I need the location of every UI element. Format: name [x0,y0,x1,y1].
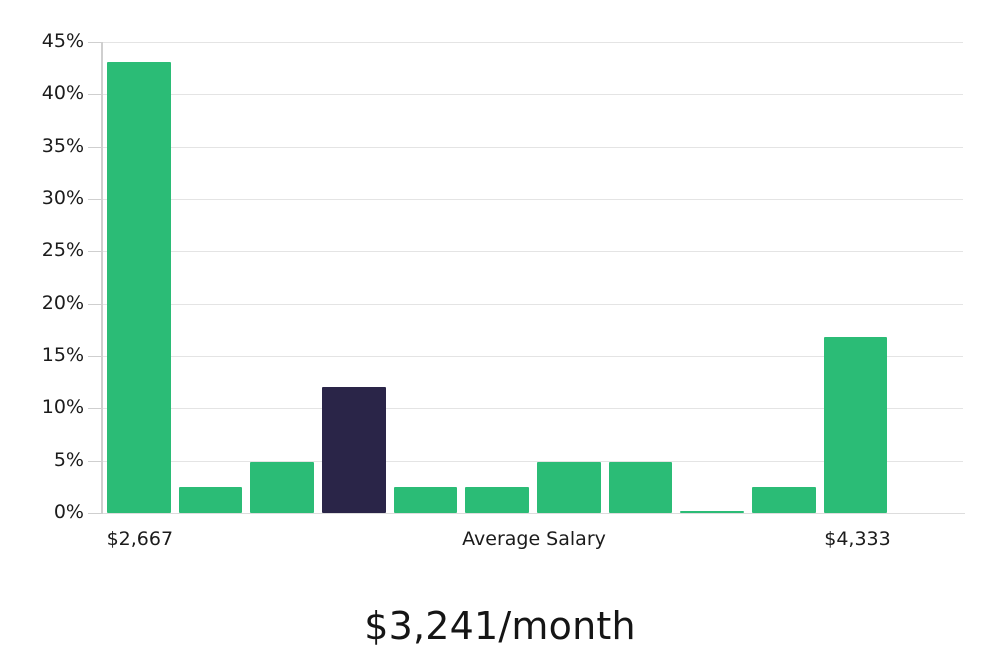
bar[interactable] [178,487,243,513]
y-axis-tick [88,303,101,305]
y-axis-tick-label: 10% [41,396,84,419]
y-axis-tick-label-wrap: 0% [0,503,84,522]
y-axis-tick-label-wrap: 45% [0,32,84,51]
y-axis-tick [88,251,101,253]
y-axis-tick-label: 40% [41,82,84,105]
bar[interactable] [393,487,458,513]
x-axis-baseline [103,513,965,514]
y-axis-tick-label: 0% [53,501,84,523]
y-axis-tick-label: 25% [41,239,84,262]
y-axis-tick-label-wrap: 20% [0,291,84,314]
y-axis-tick-label-wrap: 40% [0,84,84,103]
plot-area [103,42,963,513]
bar[interactable] [608,461,673,513]
y-axis-tick-label: 15% [41,344,84,366]
bar[interactable] [465,487,529,513]
y-axis-tick-label: 5% [53,448,84,471]
y-axis-tick [88,356,101,357]
bar[interactable] [250,461,314,513]
y-axis-tick [88,146,101,148]
y-axis-tick-label-wrap: 30% [0,189,84,208]
y-axis-tick [88,460,101,462]
y-axis-tick-label-wrap: 25% [0,241,84,260]
chart-footer-title: $3,241/month [364,604,636,648]
y-axis-tick [88,513,101,514]
y-axis-tick-label-wrap: 35% [0,134,84,157]
bar-highlighted[interactable] [322,387,386,513]
bar[interactable] [680,510,744,513]
y-axis-tick-label-wrap: 15% [0,346,84,365]
y-axis-tick [88,199,101,200]
y-axis-tick-label: 30% [41,187,84,209]
x-axis-label-center: Average Salary [462,528,606,550]
y-axis-tick [88,42,101,43]
y-axis-line [101,42,103,514]
y-axis-tick-label: 35% [41,134,84,157]
y-axis-tick-label-wrap: 10% [0,398,84,417]
x-axis-label-right: $4,333 [824,528,891,550]
y-axis-tick [88,408,101,410]
bar[interactable] [537,461,601,513]
bar-series [103,42,963,513]
x-axis-label-left: $2,667 [106,528,174,550]
bar[interactable] [752,487,816,513]
y-axis-tick [88,94,101,96]
y-axis-tick-label: 45% [41,30,84,52]
y-axis-tick-label: 20% [41,291,84,314]
bar[interactable] [823,337,888,513]
bar[interactable] [107,61,171,513]
y-axis-tick-label-wrap: 5% [0,448,84,471]
